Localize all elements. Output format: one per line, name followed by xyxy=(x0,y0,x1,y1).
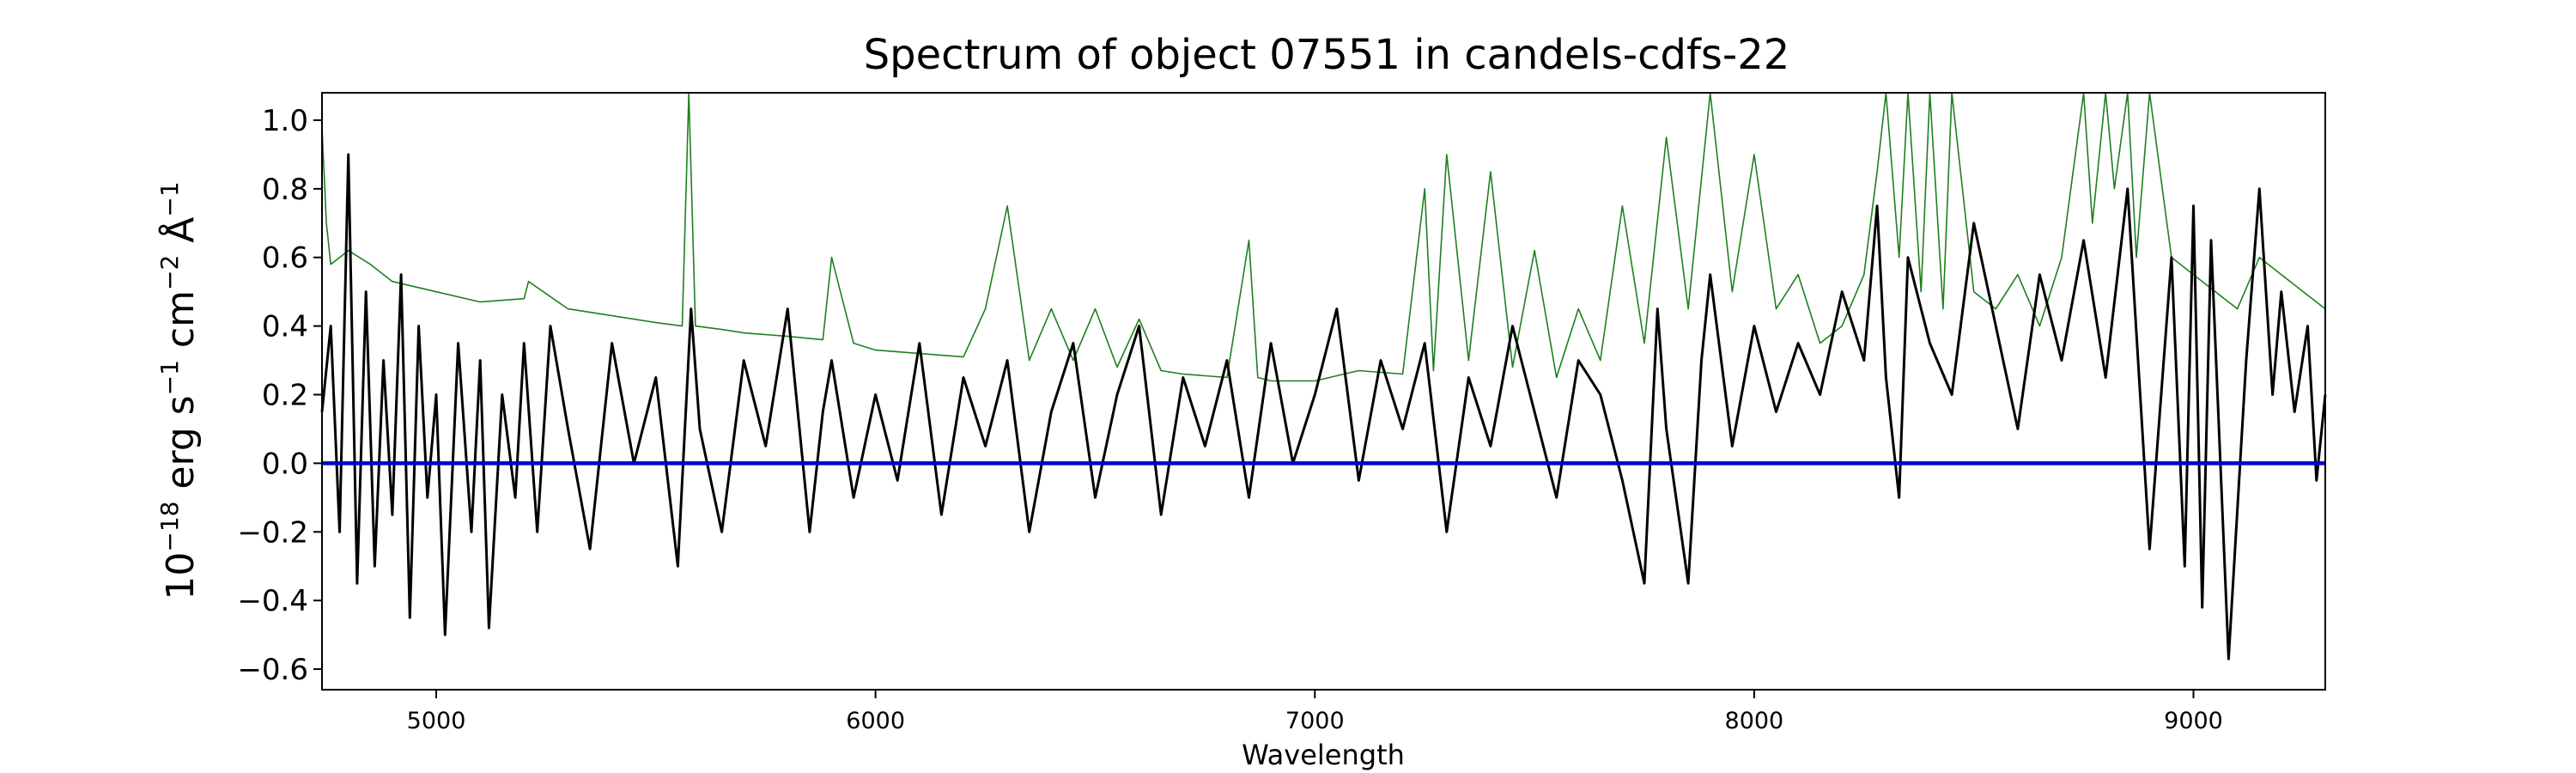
y-tick-label: 1.0 xyxy=(262,104,308,138)
y-tick-label: 0.8 xyxy=(262,173,308,207)
y-axis-label: 10−18 erg s−1 cm−2 Å−1 xyxy=(155,181,203,600)
y-tick-label: 0.0 xyxy=(262,447,308,481)
y-label-unit-cm: cm xyxy=(159,290,203,360)
y-label-unit-angstrom: Å xyxy=(157,217,203,255)
y-tick-label: 0.2 xyxy=(262,378,308,412)
x-tick-label: 6000 xyxy=(846,708,905,734)
series-error-line xyxy=(321,92,2326,382)
y-tick-label: −0.4 xyxy=(237,584,308,618)
y-axis: −0.6 −0.4 −0.2 0.0 0.2 0.4 0.6 0.8 1.0 xyxy=(237,104,322,687)
x-tick-label: 8000 xyxy=(1725,708,1784,734)
plot-frame xyxy=(321,92,2326,691)
y-label-unit-erg-exp: −1 xyxy=(155,360,184,395)
y-label-exp: −18 xyxy=(155,502,184,552)
series-flux-line xyxy=(320,153,2327,660)
y-label-unit-cm-exp: −2 xyxy=(155,255,184,290)
y-label-base: 10 xyxy=(159,552,203,600)
plot-area: −0.6 −0.4 −0.2 0.0 0.2 0.4 0.6 0.8 1.0 5000 6000 7… xyxy=(237,92,2327,734)
chart-title: Spectrum of object 07551 in candels-cdfs… xyxy=(864,31,1790,79)
x-tick-label: 9000 xyxy=(2164,708,2223,734)
y-tick-label: 0.6 xyxy=(262,241,308,276)
y-tick-label: −0.6 xyxy=(237,653,308,687)
y-label-unit-angstrom-exp: −1 xyxy=(155,181,184,216)
x-tick-label: 5000 xyxy=(407,708,466,734)
x-axis-label: Wavelength xyxy=(1242,739,1405,771)
y-tick-label: −0.2 xyxy=(237,515,308,550)
x-tick-label: 7000 xyxy=(1285,708,1345,734)
y-label-unit-erg: erg s xyxy=(159,395,203,501)
x-axis: 5000 6000 7000 8000 9000 xyxy=(407,690,2223,734)
y-tick-label: 0.4 xyxy=(262,310,308,344)
series-layer xyxy=(320,92,2327,660)
svg-text:10−18 erg s−1 cm−2 Å−1: 10−18 erg s−1 cm−2 Å−1 xyxy=(155,181,203,600)
